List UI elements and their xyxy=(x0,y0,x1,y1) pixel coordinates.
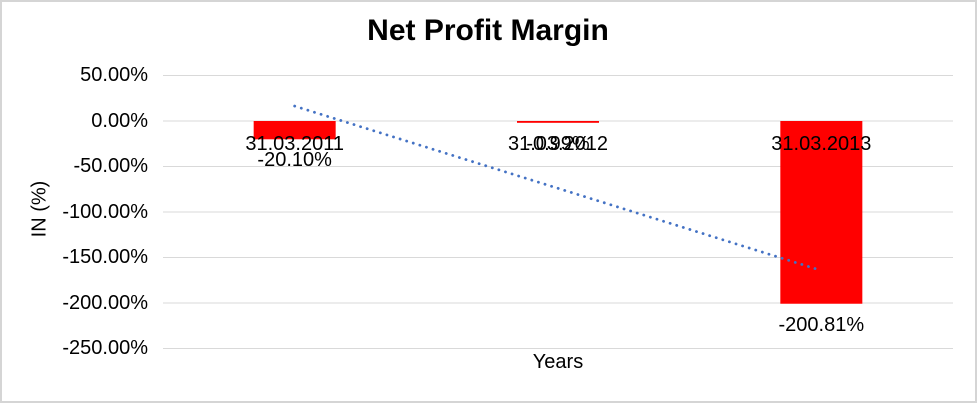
x-axis-title: Years xyxy=(532,351,584,373)
bar-31.03.2012 xyxy=(517,121,599,123)
chart-title: Net Profit Margin xyxy=(367,14,609,47)
category-label: 31.03.2012 xyxy=(507,133,609,155)
bar-31.03.2013 xyxy=(780,121,863,304)
y-axis-title: IN (%) xyxy=(28,180,51,238)
category-label: 31.03.2011 xyxy=(245,133,344,155)
y-tick-label: 50.00% xyxy=(80,64,148,86)
data-label: -200.81% xyxy=(778,313,865,336)
bar-31.03.2011 xyxy=(253,121,336,140)
y-tick-label: -200.00% xyxy=(62,291,148,314)
y-tick-label: -100.00% xyxy=(62,200,148,223)
data-label: -20.10% xyxy=(257,149,332,172)
y-tick-label: -250.00% xyxy=(62,337,148,359)
trendline xyxy=(293,104,823,272)
category-label: 31.03.2013 xyxy=(771,133,872,155)
data-label: -0.99% xyxy=(526,132,590,155)
y-tick-label: -150.00% xyxy=(62,246,148,268)
y-tick-label: -50.00% xyxy=(73,155,149,177)
y-tick-label: 0.00% xyxy=(91,109,148,132)
